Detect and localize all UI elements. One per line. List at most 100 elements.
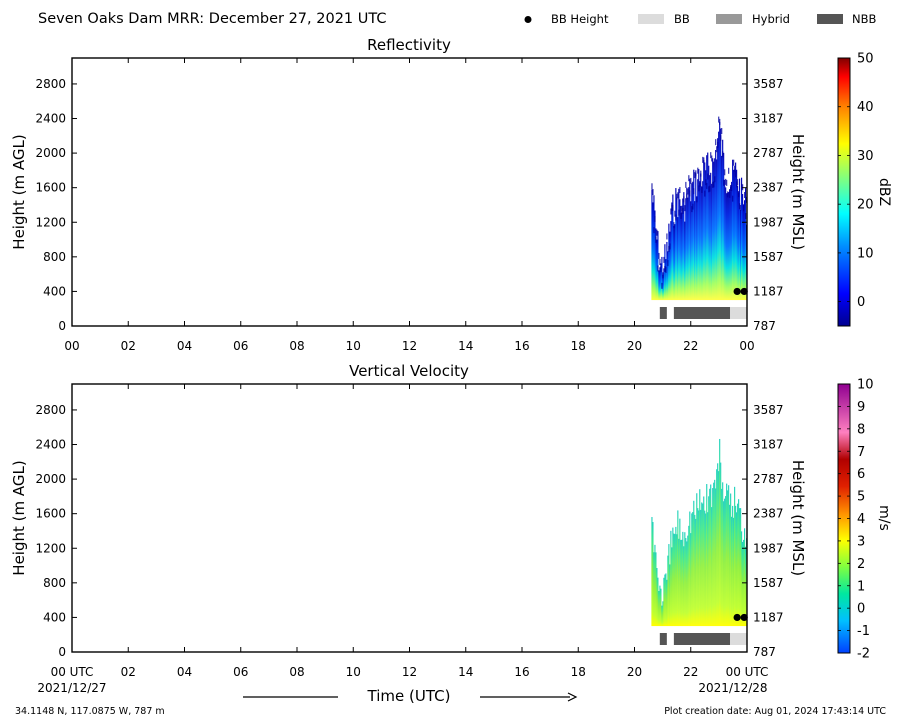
y2-tick-label: 787 xyxy=(753,319,776,333)
legend-label: BB Height xyxy=(551,12,609,26)
echo-column xyxy=(697,179,699,301)
echo-column xyxy=(716,469,718,627)
echo-top-fringe xyxy=(663,256,665,263)
echo-column xyxy=(730,186,732,301)
y2-tick-label: 1987 xyxy=(753,541,784,555)
colorbar-tick-label: 2 xyxy=(857,557,865,572)
echo-column xyxy=(686,541,688,627)
reflectivity-colorbar-label: dBZ xyxy=(876,178,892,206)
echo-top-fringe xyxy=(745,213,747,220)
echo-top-fringe xyxy=(735,171,737,178)
echo-column xyxy=(691,513,693,627)
echo-column xyxy=(672,527,674,627)
legend-nbb-swatch xyxy=(817,14,843,24)
echo-column xyxy=(677,217,679,301)
echo-column xyxy=(657,577,659,627)
echo-column xyxy=(658,270,660,301)
echo-column xyxy=(702,181,704,301)
colorbar-tick-label: 6 xyxy=(857,467,865,482)
echo-column xyxy=(744,200,746,301)
colorbar-tick-label: 8 xyxy=(857,422,865,437)
echo-column xyxy=(684,532,686,627)
colorbar-tick-label: 7 xyxy=(857,445,865,460)
echo-column xyxy=(698,169,700,301)
echo-top-fringe xyxy=(717,141,719,148)
x-tick-label: 06 xyxy=(233,339,248,353)
y2-tick-label: 787 xyxy=(753,645,776,659)
velocity-title: Vertical Velocity xyxy=(349,362,469,380)
echo-top-fringe xyxy=(668,245,670,252)
echo-column xyxy=(737,503,739,627)
figure-title: Seven Oaks Dam MRR: December 27, 2021 UT… xyxy=(38,11,387,27)
echo-column xyxy=(670,221,672,301)
echo-column xyxy=(737,185,739,301)
echo-column xyxy=(666,241,668,301)
echo-column xyxy=(673,533,675,627)
bb-height-dot xyxy=(733,287,741,296)
x-tick-label: 06 xyxy=(233,665,248,679)
echo-column xyxy=(720,462,722,627)
echo-column xyxy=(664,244,666,301)
y-tick-label: 400 xyxy=(43,284,66,298)
echo-column xyxy=(722,139,724,301)
echo-top-fringe xyxy=(676,193,678,200)
echo-column xyxy=(728,485,730,627)
echo-top-fringe xyxy=(706,182,708,189)
echo-column xyxy=(745,188,747,301)
echo-column xyxy=(739,508,741,627)
echo-top-fringe xyxy=(712,181,714,188)
bb-type-bar xyxy=(673,307,731,319)
echo-column xyxy=(665,573,667,627)
echo-column xyxy=(736,512,738,627)
echo-top-fringe xyxy=(651,183,653,190)
echo-column xyxy=(669,231,671,301)
x-tick-label: 20 xyxy=(627,339,642,353)
echo-top-fringe xyxy=(729,191,731,198)
colorbar-tick-label: 10 xyxy=(857,378,874,393)
echo-column xyxy=(741,177,743,301)
echo-column xyxy=(654,210,656,301)
y2-tick-label: 1987 xyxy=(753,215,784,229)
echo-column xyxy=(715,150,717,301)
plot-frame xyxy=(71,383,748,653)
echo-top-fringe xyxy=(696,196,698,203)
echo-column xyxy=(680,539,682,627)
echo-column xyxy=(672,194,674,301)
x-tick-label: 08 xyxy=(289,665,304,679)
echo-top-fringe xyxy=(693,188,695,195)
echo-top-fringe xyxy=(707,173,709,180)
echo-column xyxy=(704,162,706,301)
echo-column xyxy=(721,488,723,627)
echo-top-fringe xyxy=(678,209,680,216)
echo-top-fringe xyxy=(662,272,664,279)
echo-column xyxy=(698,510,700,627)
x-tick-label: 00 xyxy=(64,339,79,353)
echo-top-fringe xyxy=(704,190,706,197)
echo-column xyxy=(745,546,747,627)
echo-column xyxy=(681,539,683,627)
echo-field xyxy=(651,438,748,627)
echo-top-fringe xyxy=(669,243,671,250)
bb-height-dot xyxy=(733,613,741,622)
echo-column xyxy=(705,170,707,301)
colorbar-tick-label: 30 xyxy=(857,149,874,164)
echo-column xyxy=(708,165,710,301)
echo-top-fringe xyxy=(734,165,736,172)
y2-tick-label: 3587 xyxy=(753,77,784,91)
legend-hybrid-swatch xyxy=(716,14,742,24)
echo-column xyxy=(687,197,689,301)
echo-column xyxy=(676,534,678,627)
echo-column xyxy=(671,202,673,301)
echo-column xyxy=(658,591,660,627)
reflectivity-y2-axis-label: Height (m MSL) xyxy=(789,134,807,250)
echo-top-fringe xyxy=(672,204,674,211)
echo-column xyxy=(710,484,712,627)
x-tick-label: 14 xyxy=(458,339,473,353)
echo-column xyxy=(729,189,731,301)
legend-label: Hybrid xyxy=(752,12,790,26)
y-tick-label: 2000 xyxy=(35,146,66,160)
y-tick-label: 2400 xyxy=(35,112,66,126)
y-tick-label: 2800 xyxy=(35,77,66,91)
y-tick-label: 2400 xyxy=(35,438,66,452)
